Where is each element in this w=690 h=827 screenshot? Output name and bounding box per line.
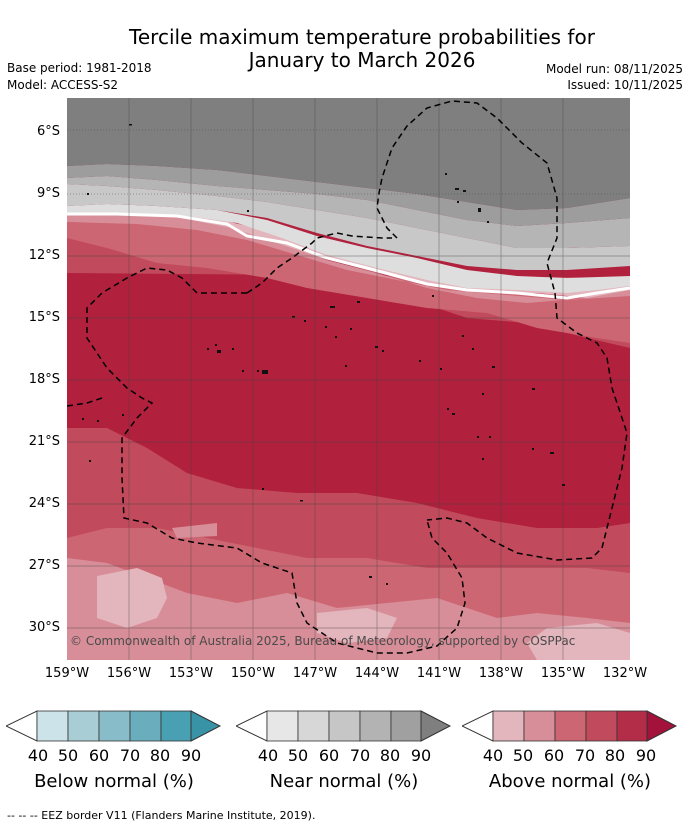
lon-label-159w: 159°W (44, 666, 90, 681)
lon-label-135w: 135°W (540, 666, 586, 681)
region-near-80 (67, 98, 630, 210)
legend-near-swatch-6 (420, 710, 452, 742)
eez-border-frenchpoly-west (246, 232, 392, 294)
legend-above-swatch-3 (554, 710, 587, 742)
legend-above-colorbar (462, 710, 678, 742)
region-above-40-east (527, 623, 630, 660)
legend-near-swatch-2 (297, 710, 330, 742)
region-near-70 (67, 164, 630, 226)
legend-near-tick: 90 (410, 746, 432, 765)
lat-label-30s: 30°S (28, 620, 60, 635)
legend-below-tick: 40 (27, 746, 49, 765)
legend-near-tick: 40 (257, 746, 279, 765)
map-gridlines (67, 98, 630, 660)
copyright-notice: © Commonwealth of Australia 2025, Bureau… (70, 634, 576, 648)
legend-above-tick: 70 (574, 746, 596, 765)
lon-label-153w: 153°W (168, 666, 214, 681)
legend-near-colorbar (236, 710, 452, 742)
legend-above-title: Above normal (%) (488, 771, 652, 792)
legend-near-swatch-1 (266, 710, 299, 742)
legend-below-swatch-6 (190, 710, 222, 742)
region-near-50 (67, 184, 630, 270)
lon-label-141w: 141°W (416, 666, 462, 681)
category-boundary-line (67, 212, 630, 300)
island-markers (82, 124, 565, 585)
region-above-60-north (67, 222, 630, 343)
lon-label-150w: 150°W (230, 666, 276, 681)
region-near-60 (67, 176, 630, 248)
region-above-50-north (67, 208, 630, 303)
legend-below-tick: 70 (119, 746, 141, 765)
lat-label-18s: 18°S (28, 372, 60, 387)
map-title-line1: Tercile maximum temperature probabilitie… (129, 25, 595, 49)
lon-label-144w: 144°W (354, 666, 400, 681)
lat-label-9s: 9°S (36, 186, 60, 201)
eez-border-west (67, 397, 103, 407)
issued-date: Issued: 10/11/2025 (567, 78, 683, 92)
legend-below-tick: 60 (88, 746, 110, 765)
legend-near-swatch-4 (359, 710, 392, 742)
legend-near-swatch-5 (390, 710, 422, 742)
region-above-50-south (67, 558, 630, 660)
lat-label-12s: 12°S (28, 248, 60, 263)
model-name: Model: ACCESS-S2 (7, 78, 119, 92)
legend-above-swatch-2 (523, 710, 556, 742)
lat-label-21s: 21°S (28, 434, 60, 449)
legend-below-swatch-5 (160, 710, 192, 742)
legend-near-title: Near normal (%) (269, 771, 419, 792)
lon-label-147w: 147°W (292, 666, 338, 681)
legend-near-tick: 80 (379, 746, 401, 765)
legend-above-swatch-4 (585, 710, 618, 742)
legend-above-swatch-5 (616, 710, 648, 742)
legend-above-swatch-6 (646, 710, 678, 742)
legend-below-tick: 80 (149, 746, 171, 765)
legend-below-colorbar (6, 710, 222, 742)
region-near-40 (67, 204, 630, 293)
lat-label-24s: 24°S (28, 496, 60, 511)
eez-footnote: -- -- -- EEZ border V11 (Flanders Marine… (7, 809, 316, 822)
eez-border-cook (86, 267, 466, 654)
legend-below-swatch-4 (129, 710, 162, 742)
model-run: Model run: 08/11/2025 (545, 62, 683, 76)
legend-below-title: Below normal (%) (34, 771, 194, 792)
probability-map (67, 98, 630, 660)
legend-above-tick: 80 (604, 746, 626, 765)
legend-below-swatch-1 (36, 710, 69, 742)
legend-above-tick: 60 (543, 746, 565, 765)
legend-near-tick: 70 (349, 746, 371, 765)
region-above-40-south (97, 568, 167, 628)
lat-label-27s: 27°S (28, 558, 60, 573)
legend-below-tick: 90 (180, 746, 202, 765)
lat-label-6s: 6°S (36, 124, 60, 139)
legend-near-tick: 50 (287, 746, 309, 765)
legend-above-tick: 50 (512, 746, 534, 765)
map-title-line2: January to March 2026 (248, 48, 476, 72)
legend-above-swatch-1 (492, 710, 525, 742)
base-period: Base period: 1981-2018 (7, 61, 152, 75)
eez-border-north (376, 100, 628, 561)
eez-borders (67, 100, 628, 654)
legend-above-tick: 90 (635, 746, 657, 765)
legend-near-tick: 60 (318, 746, 340, 765)
legend-below-tick: 50 (57, 746, 79, 765)
region-above-50-west (172, 523, 217, 538)
lon-label-156w: 156°W (106, 666, 152, 681)
lon-label-132w: 132°W (602, 666, 648, 681)
legend-near-swatch-3 (328, 710, 361, 742)
legend-below-swatch-2 (67, 710, 100, 742)
legend-below-swatch-3 (98, 710, 131, 742)
lat-label-15s: 15°S (28, 310, 60, 325)
lon-label-138w: 138°W (478, 666, 524, 681)
legend-above-tick: 40 (482, 746, 504, 765)
